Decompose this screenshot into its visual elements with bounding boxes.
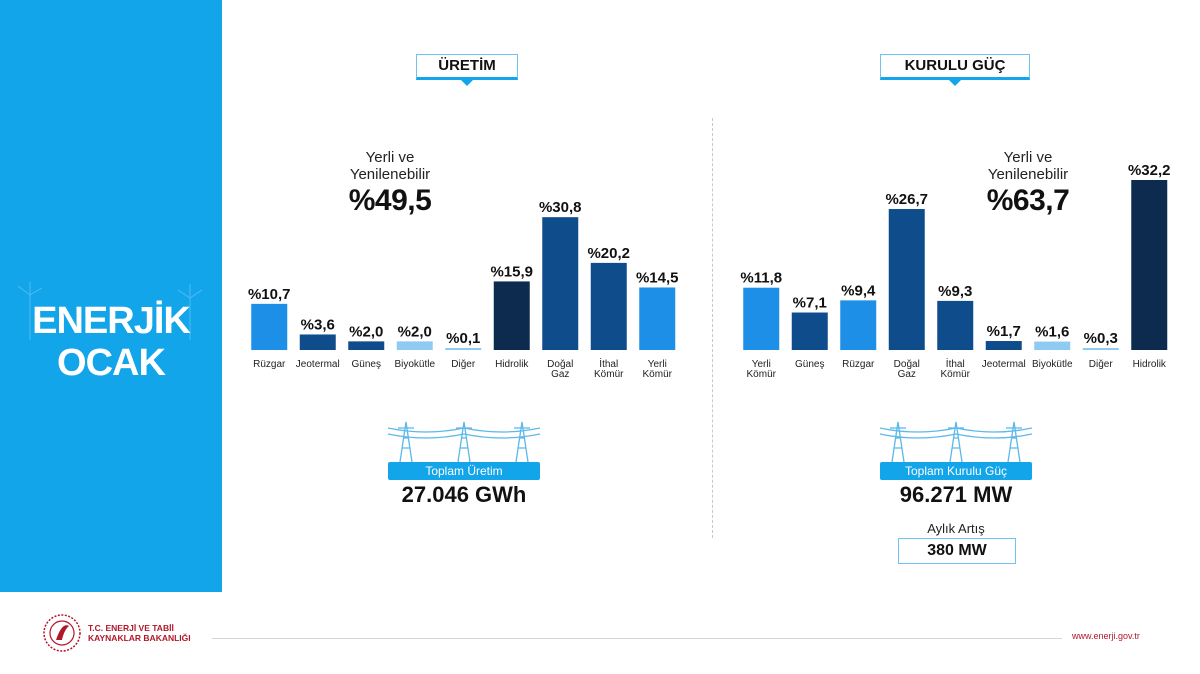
capacity-renewable-label-1: Yerli ve <box>1003 149 1053 166</box>
section-divider <box>712 118 713 538</box>
bar-value-label: %2,0 <box>398 323 432 340</box>
category-label: Diğer <box>451 359 476 370</box>
brand-panel: ENERJİK OCAK <box>0 0 222 592</box>
category-label: Gaz <box>898 369 916 380</box>
ministry-name: T.C. ENERJİ VE TABİİ KAYNAKLAR BAKANLIĞI <box>88 623 191 643</box>
category-label: Yerli <box>648 359 667 370</box>
bar-güneş <box>791 312 828 350</box>
production-renewable-value: %49,5 <box>348 184 432 217</box>
brand-title-line1: ENERJİK <box>32 300 191 342</box>
capacity-renewable-value: %63,7 <box>986 184 1070 217</box>
bar-doğal-gaz <box>888 209 925 350</box>
capacity-total-label: Toplam Kurulu Güç <box>880 462 1032 480</box>
bar-doğal-gaz <box>542 217 579 350</box>
bar-value-label: %3,6 <box>301 316 335 333</box>
category-label: İthal <box>946 357 965 370</box>
bar-hidrolik <box>1131 180 1168 350</box>
category-label: Yerli <box>752 359 771 370</box>
category-label: Biyokütle <box>1032 359 1073 370</box>
monthly-increase-value: 380 MW <box>898 538 1016 564</box>
category-label: Diğer <box>1089 359 1114 370</box>
capacity-title-notch <box>948 79 962 86</box>
bar-güneş <box>348 341 385 350</box>
bar-value-label: %9,4 <box>841 282 876 299</box>
bar-yerli-kömür <box>639 287 676 350</box>
ministry-name-line1: T.C. ENERJİ VE TABİİ <box>88 623 174 633</box>
category-label: Kömür <box>747 369 777 380</box>
production-renewable-label-1: Yerli ve <box>365 149 415 166</box>
category-label: Jeotermal <box>296 359 340 370</box>
category-label: Biyokütle <box>394 359 435 370</box>
capacity-total-value: 96.271 MW <box>899 482 1013 507</box>
category-label: Hidrolik <box>1133 359 1167 370</box>
production-title: ÜRETİM <box>416 54 518 80</box>
bar-biyokütle <box>396 341 433 350</box>
bar-value-label: %11,8 <box>740 270 782 287</box>
category-label: İthal <box>599 357 618 370</box>
capacity-renewable-label-2: Yenilenebilir <box>987 166 1069 183</box>
category-label: Hidrolik <box>495 359 529 370</box>
bar-value-label: %2,0 <box>349 323 383 340</box>
bar-jeotermal <box>985 341 1022 350</box>
production-total-value: 27.046 GWh <box>401 482 527 507</box>
category-label: Doğal <box>547 359 573 370</box>
website-link[interactable]: www.enerji.gov.tr <box>1072 631 1140 641</box>
power-tower-icon <box>388 421 540 462</box>
ministry-name-line2: KAYNAKLAR BAKANLIĞI <box>88 633 191 643</box>
bar-value-label: %0,1 <box>446 330 480 347</box>
bar-jeotermal <box>299 334 336 350</box>
category-label: Kömür <box>643 369 673 380</box>
category-label: Kömür <box>594 369 624 380</box>
monthly-increase-label: Aylık Artış <box>927 521 985 536</box>
bar-value-label: %1,7 <box>987 323 1021 340</box>
category-label: Kömür <box>941 369 971 380</box>
production-total-label: Toplam Üretim <box>388 462 540 480</box>
production-title-notch <box>460 79 474 86</box>
bar-biyokütle <box>1034 341 1071 350</box>
category-label: Jeotermal <box>982 359 1026 370</box>
bar-value-label: %32,2 <box>1128 162 1171 179</box>
category-label: Güneş <box>795 359 824 370</box>
bar-diğer <box>445 348 482 350</box>
bar-value-label: %30,8 <box>539 199 582 216</box>
bar-value-label: %14,5 <box>636 269 679 286</box>
category-label: Gaz <box>551 369 569 380</box>
bar-hidrolik <box>493 281 530 350</box>
production-renewable-label-2: Yenilenebilir <box>349 166 431 183</box>
bar-rüzgar <box>840 300 877 350</box>
bar-value-label: %10,7 <box>248 286 291 303</box>
bar-i̇thal-kömür <box>937 300 974 350</box>
production-bar-chart: %10,7 Rüzgar %3,6 Jeotermal %2,0 Güneş %2,0 Biy… <box>248 199 679 380</box>
category-label: Rüzgar <box>253 359 286 370</box>
bar-diğer <box>1082 348 1119 350</box>
bar-value-label: %9,3 <box>938 283 972 300</box>
wind-turbine-decoration <box>17 282 203 340</box>
footer-divider <box>212 638 1062 639</box>
category-label: Doğal <box>894 359 920 370</box>
category-label: Güneş <box>352 359 381 370</box>
bar-i̇thal-kömür <box>590 262 627 350</box>
category-label: Rüzgar <box>842 359 875 370</box>
bar-rüzgar <box>251 303 288 350</box>
bar-value-label: %26,7 <box>885 191 928 208</box>
ministry-emblem-icon <box>43 614 81 652</box>
capacity-title: KURULU GÜÇ <box>880 54 1030 80</box>
capacity-bar-chart: %11,8YerliKömür%7,1Güneş%9,4Rüzgar%26,7D… <box>740 162 1171 380</box>
bar-value-label: %0,3 <box>1084 330 1118 347</box>
bar-yerli-kömür <box>743 287 780 350</box>
bar-value-label: %20,2 <box>587 245 630 262</box>
bar-value-label: %15,9 <box>490 263 533 280</box>
brand-title-line2: OCAK <box>57 342 166 384</box>
power-tower-icon <box>880 421 1032 462</box>
bar-value-label: %7,1 <box>793 295 827 312</box>
bar-value-label: %1,6 <box>1035 324 1069 341</box>
